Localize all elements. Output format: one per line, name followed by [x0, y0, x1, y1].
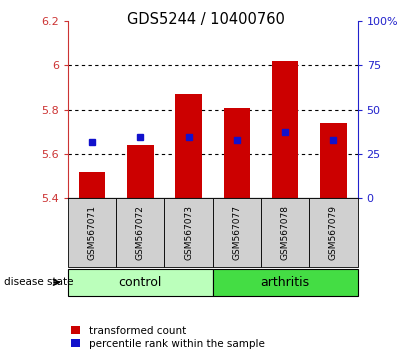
- Bar: [68, 269, 213, 296]
- Bar: [309, 198, 358, 267]
- Text: arthritis: arthritis: [261, 276, 310, 289]
- Text: GSM567078: GSM567078: [281, 205, 290, 260]
- Text: GSM567079: GSM567079: [329, 205, 338, 260]
- Text: GSM567073: GSM567073: [184, 205, 193, 260]
- Bar: [164, 198, 213, 267]
- Bar: [224, 108, 250, 198]
- Text: disease state: disease state: [4, 277, 74, 287]
- Bar: [213, 198, 261, 267]
- Bar: [213, 269, 358, 296]
- Bar: [79, 172, 105, 198]
- Bar: [127, 145, 154, 198]
- Bar: [68, 198, 116, 267]
- Legend: transformed count, percentile rank within the sample: transformed count, percentile rank withi…: [71, 326, 265, 349]
- Bar: [261, 198, 309, 267]
- Text: GSM567072: GSM567072: [136, 205, 145, 260]
- Bar: [175, 94, 202, 198]
- Bar: [272, 61, 298, 198]
- Text: GSM567071: GSM567071: [88, 205, 97, 260]
- Bar: [320, 123, 347, 198]
- Text: GSM567077: GSM567077: [232, 205, 241, 260]
- Bar: [116, 198, 164, 267]
- Text: GDS5244 / 10400760: GDS5244 / 10400760: [127, 12, 284, 27]
- Text: control: control: [118, 276, 162, 289]
